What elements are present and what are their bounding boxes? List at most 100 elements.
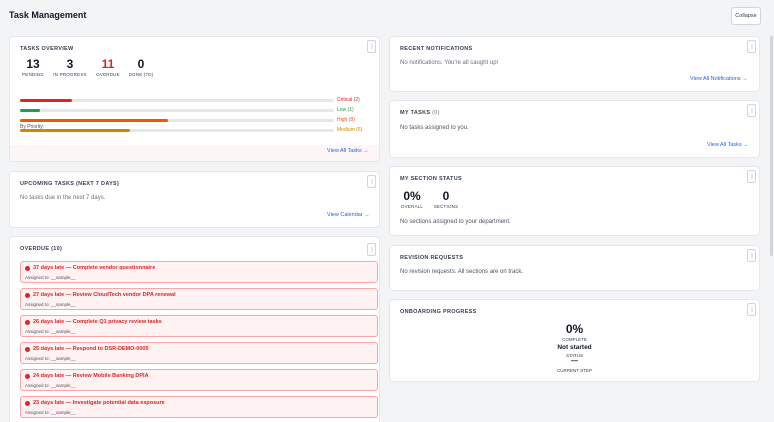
overdue-item[interactable]: 26 days late — Complete Q1 privacy revie… (20, 315, 378, 337)
stat-value: 13 (26, 57, 40, 71)
stat-overall: 0% OVERALL (400, 189, 424, 209)
priority-row-high: High (8) (20, 117, 375, 125)
overdue-item-text: 27 days late — Review CloudTech vendor D… (33, 292, 176, 298)
overdue-card: OVERDUE (10) 37 days late — Complete ven… (9, 236, 380, 422)
overdue-item-assignee: Assigned to: __sample__ (25, 356, 76, 361)
page-header: Task Management Collapse (0, 0, 774, 34)
overdue-item-title: 23 days late — Investigate potential dat… (25, 400, 165, 406)
priority-label: Critical (2) (337, 97, 360, 103)
drag-handle-icon[interactable] (747, 249, 756, 262)
overdue-item-title: 27 days late — Review CloudTech vendor D… (25, 292, 176, 298)
priority-track (20, 109, 334, 112)
overdue-item-assignee: Assigned to: __sample__ (25, 410, 76, 415)
view-all-tasks-link[interactable]: View All Tasks → (707, 142, 749, 148)
overdue-item[interactable]: 37 days late — Complete vendor questionn… (20, 261, 378, 283)
stat-value: 11 (101, 57, 115, 71)
onboarding-step-label: CURRENT STEP (557, 368, 592, 373)
overdue-item[interactable]: 23 days late — Investigate potential dat… (20, 396, 378, 418)
onboarding-progress-card: ONBOARDING PROGRESS 0% COMPLETE Not star… (389, 299, 760, 382)
overdue-item[interactable]: 25 days late — Respond to DSR-DEMO-0005 … (20, 342, 378, 364)
stat-sections: 0 SECTIONS (432, 189, 460, 209)
card-footer (10, 145, 379, 161)
priority-fill (20, 99, 73, 102)
stat-value: 3 (66, 57, 74, 71)
overdue-item-assignee: Assigned to: __sample__ (25, 383, 76, 388)
view-calendar-link[interactable]: View Calendar → (327, 212, 370, 218)
drag-handle-icon[interactable] (367, 175, 376, 188)
drag-handle-icon[interactable] (367, 40, 376, 53)
revision-requests-card: REVISION REQUESTS No revision requests. … (389, 245, 760, 291)
priority-label: High (8) (337, 117, 355, 123)
stat-value: 0 (137, 57, 145, 71)
stat-label: OVERDUE (96, 72, 120, 77)
stat-value: 0% (403, 189, 421, 203)
drag-handle-icon[interactable] (747, 170, 756, 183)
alert-dot-icon (25, 373, 30, 379)
stat-label: PENDING (22, 72, 44, 77)
overdue-item-title: 37 days late — Complete vendor questionn… (25, 265, 155, 271)
overdue-item-assignee: Assigned to: __sample__ (25, 275, 76, 280)
stat-overdue: 11 OVERDUE (93, 57, 123, 77)
drag-handle-icon[interactable] (747, 303, 756, 316)
overdue-item-assignee: Assigned to: __sample__ (25, 329, 76, 334)
recent-notifications-card: RECENT NOTIFICATIONS No notifications. Y… (389, 36, 760, 92)
card-title-text: MY TASKS (400, 110, 431, 116)
card-title: MY TASKS (0) (400, 110, 440, 116)
onboarding-status-value: Not started (557, 344, 592, 351)
alert-dot-icon (25, 292, 30, 298)
view-all-notifications-link[interactable]: View All Notifications → (690, 76, 748, 82)
priority-label: Low (1) (337, 107, 354, 113)
alert-dot-icon (25, 319, 30, 325)
priority-track (20, 129, 334, 132)
card-title-count: (0) (432, 110, 440, 116)
priority-row-low: Low (1) (20, 107, 375, 115)
priority-track (20, 99, 334, 102)
card-title: RECENT NOTIFICATIONS (400, 46, 473, 52)
overdue-item-text: 25 days late — Respond to DSR-DEMO-0005 (33, 346, 149, 352)
my-tasks-card: MY TASKS (0) No tasks assigned to you. V… (389, 100, 760, 158)
priority-fill (20, 119, 168, 122)
priority-label: Medium (6) (337, 127, 363, 133)
stat-done: 0 DONE (7D) (125, 57, 157, 77)
drag-handle-icon[interactable] (747, 104, 756, 117)
stat-label: IN PROGRESS (53, 72, 87, 77)
overdue-item-title: 24 days late — Review Mobile Banking DPI… (25, 373, 149, 379)
drag-handle-icon[interactable] (747, 40, 756, 53)
onboarding-step-value: — (571, 358, 578, 365)
stat-value: 0 (442, 189, 450, 203)
page-title: Task Management (9, 10, 87, 20)
card-title: MY SECTION STATUS (400, 176, 462, 182)
overdue-item-text: 23 days late — Investigate potential dat… (33, 400, 165, 406)
tasks-overview-card: TASKS OVERVIEW 13 PENDING 3 IN PROGRESS … (9, 36, 380, 162)
stat-label: DONE (7D) (128, 72, 154, 77)
alert-dot-icon (25, 265, 30, 271)
overdue-item-text: 24 days late — Review Mobile Banking DPI… (33, 373, 149, 379)
alert-dot-icon (25, 400, 30, 406)
upcoming-tasks-card: UPCOMING TASKS (NEXT 7 DAYS) No tasks du… (9, 171, 380, 228)
empty-message: No revision requests. All sections are o… (400, 269, 524, 275)
card-title: UPCOMING TASKS (NEXT 7 DAYS) (20, 181, 120, 187)
empty-message: No tasks due in the next 7 days. (20, 195, 106, 201)
onboarding-percent: 0% (565, 322, 584, 336)
overdue-item-title: 25 days late — Respond to DSR-DEMO-0005 (25, 346, 149, 352)
overdue-item-text: 37 days late — Complete vendor questionn… (33, 265, 156, 271)
drag-handle-icon[interactable] (367, 243, 376, 256)
priority-row-critical: Critical (2) (20, 97, 375, 105)
card-title: OVERDUE (10) (20, 246, 63, 252)
empty-message: No sections assigned to your department. (400, 219, 511, 225)
overdue-item-text: 26 days late — Complete Q1 privacy revie… (33, 319, 162, 325)
empty-message: No notifications. You're all caught up! (400, 60, 499, 66)
collapse-button[interactable]: Collapse (731, 7, 761, 25)
onboarding-percent-label: COMPLETE (562, 337, 587, 342)
view-all-tasks-link[interactable]: View All Tasks → (327, 148, 369, 154)
page-scrollbar[interactable] (770, 36, 773, 256)
card-title: TASKS OVERVIEW (20, 46, 74, 52)
overdue-item-title: 26 days late — Complete Q1 privacy revie… (25, 319, 162, 325)
overdue-item[interactable]: 27 days late — Review CloudTech vendor D… (20, 288, 378, 310)
overdue-item-assignee: Assigned to: __sample__ (25, 302, 76, 307)
stat-label: OVERALL (400, 204, 424, 209)
section-status-card: MY SECTION STATUS 0% OVERALL 0 SECTIONS … (389, 166, 760, 236)
card-title: REVISION REQUESTS (400, 255, 464, 261)
by-priority-label: By Priority: (20, 124, 45, 130)
overdue-item[interactable]: 24 days late — Review Mobile Banking DPI… (20, 369, 378, 391)
